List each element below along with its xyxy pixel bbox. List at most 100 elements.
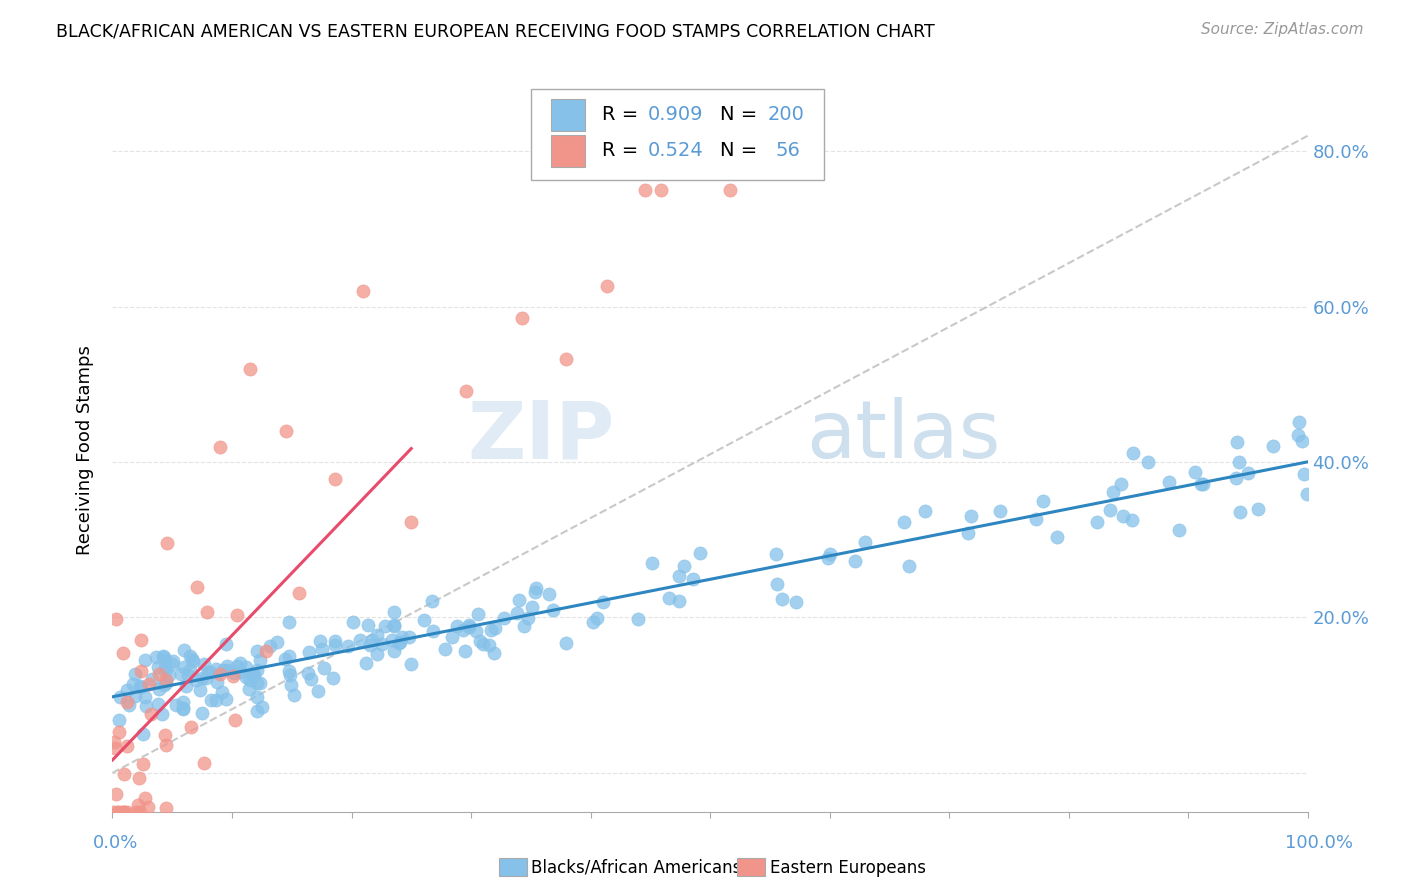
Point — [191, 706, 214, 720]
Point — [217, 663, 239, 677]
Point — [524, 581, 547, 595]
Point — [582, 615, 605, 629]
Point — [211, 685, 233, 699]
Point — [129, 680, 152, 694]
Point — [658, 591, 681, 606]
Point — [278, 615, 301, 630]
Point — [374, 619, 396, 633]
Point — [1184, 465, 1206, 479]
Point — [217, 658, 239, 673]
Point — [117, 695, 139, 709]
Point — [122, 677, 145, 691]
Point — [224, 713, 246, 727]
Point — [181, 654, 204, 668]
Point — [215, 637, 238, 651]
Point — [298, 644, 321, 658]
Point — [153, 650, 176, 665]
Point — [765, 547, 787, 561]
Point — [129, 633, 152, 648]
Point — [105, 612, 128, 626]
Point — [155, 653, 177, 667]
Point — [311, 642, 333, 657]
Point — [280, 677, 302, 691]
Point — [274, 652, 297, 666]
Text: N =: N = — [720, 105, 763, 124]
Point — [956, 526, 979, 541]
Text: Source: ZipAtlas.com: Source: ZipAtlas.com — [1201, 22, 1364, 37]
Point — [893, 515, 915, 529]
Point — [770, 592, 793, 607]
Point — [897, 559, 920, 574]
Point — [226, 659, 249, 673]
Point — [361, 632, 384, 647]
Point — [342, 615, 364, 629]
Y-axis label: Receiving Food Stamps: Receiving Food Stamps — [76, 345, 94, 556]
Point — [555, 635, 578, 649]
Point — [307, 684, 329, 698]
Point — [458, 620, 481, 634]
Bar — [551, 99, 585, 131]
Point — [1122, 446, 1144, 460]
Point — [155, 801, 177, 815]
Point — [543, 603, 565, 617]
Point — [422, 624, 444, 638]
Point — [141, 672, 163, 686]
Point — [195, 605, 218, 619]
Point — [246, 644, 269, 658]
Point — [235, 660, 257, 674]
Point — [170, 666, 193, 681]
Point — [627, 612, 650, 626]
Point — [382, 619, 405, 633]
Point — [446, 619, 468, 633]
Point — [492, 611, 515, 625]
Point — [108, 690, 131, 704]
Point — [138, 677, 160, 691]
Point — [117, 739, 139, 754]
Point — [1291, 434, 1313, 449]
Point — [129, 679, 152, 693]
Point — [959, 509, 981, 524]
Point — [434, 642, 457, 657]
Point — [672, 558, 695, 573]
Point — [401, 657, 423, 671]
Point — [382, 618, 405, 632]
Point — [465, 624, 488, 638]
Point — [1294, 467, 1316, 482]
Point — [150, 706, 173, 721]
Point — [186, 673, 208, 687]
Point — [1237, 466, 1260, 480]
Text: 0.524: 0.524 — [648, 142, 703, 161]
Text: Eastern Europeans: Eastern Europeans — [770, 859, 927, 877]
Point — [186, 580, 208, 594]
Point — [246, 704, 269, 718]
Point — [510, 310, 533, 325]
FancyBboxPatch shape — [531, 89, 824, 179]
Point — [266, 635, 288, 649]
Point — [914, 504, 936, 518]
Point — [118, 698, 141, 713]
Point — [134, 690, 156, 704]
Point — [1112, 508, 1135, 523]
Point — [471, 637, 494, 651]
Point — [1032, 493, 1054, 508]
Point — [586, 611, 609, 625]
Point — [153, 677, 176, 691]
Point — [457, 618, 479, 632]
Point — [105, 787, 128, 801]
Point — [197, 665, 219, 680]
Point — [592, 595, 614, 609]
Point — [517, 611, 540, 625]
Point — [312, 661, 335, 675]
Point — [508, 592, 530, 607]
Point — [179, 648, 201, 663]
Point — [337, 639, 360, 653]
Point — [155, 728, 177, 742]
Point — [1192, 476, 1215, 491]
Point — [105, 805, 128, 819]
Point — [1168, 523, 1191, 537]
Point — [111, 646, 134, 660]
Point — [391, 630, 413, 644]
Point — [160, 657, 183, 672]
Point — [454, 644, 477, 658]
Point — [555, 351, 578, 366]
